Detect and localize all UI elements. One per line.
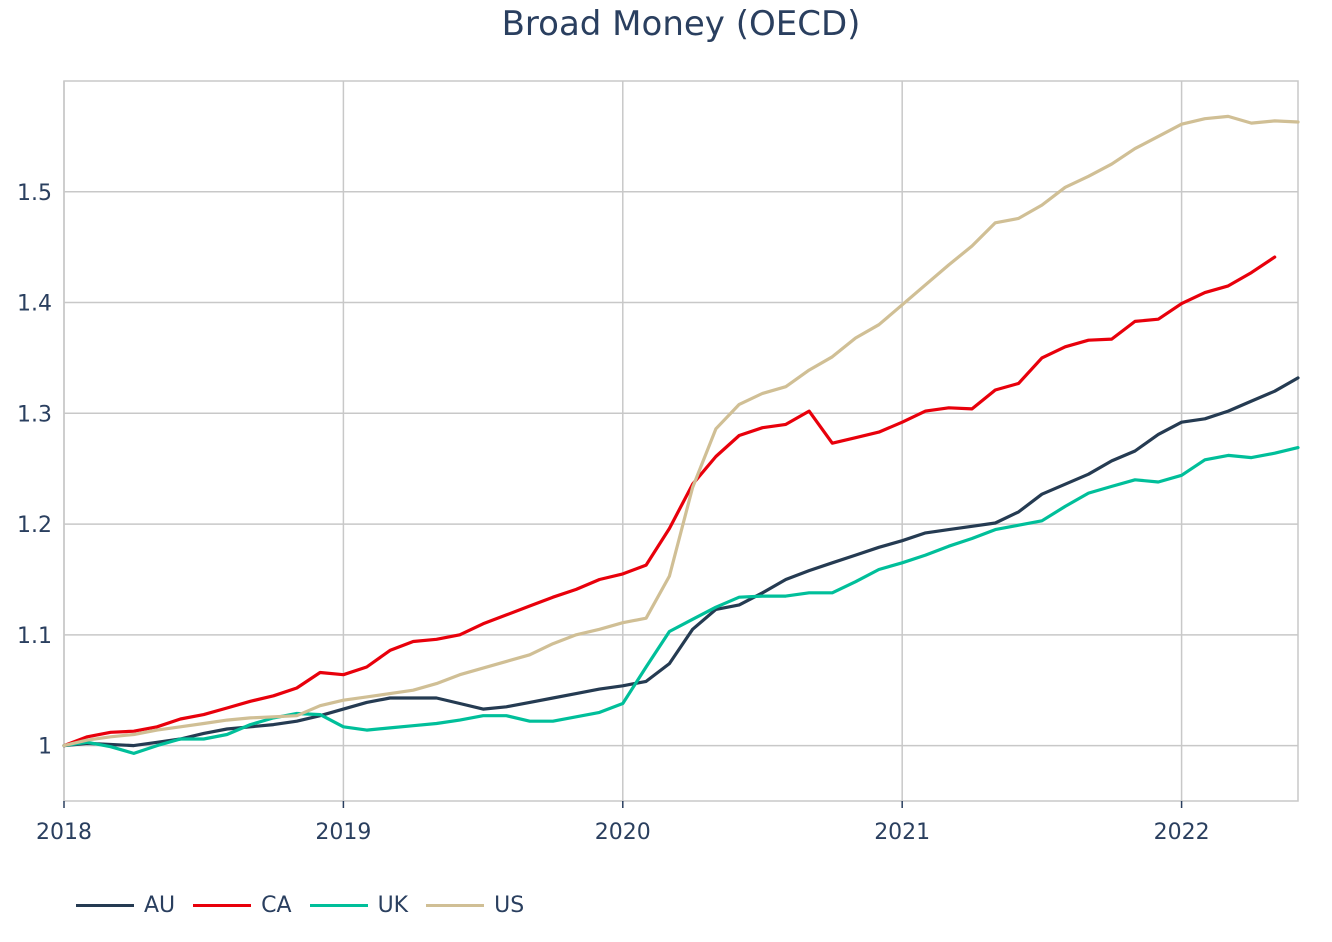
y-tick-label: 1.1 [17, 624, 52, 649]
legend-item-au[interactable]: AU [76, 893, 175, 918]
y-tick-label: 1.2 [17, 513, 52, 538]
x-tick-label: 2018 [36, 820, 92, 845]
legend-swatch [193, 904, 252, 907]
legend-label: AU [144, 893, 176, 918]
series-lines [62, 114, 1300, 755]
gridlines [63, 81, 1298, 801]
x-tick-label: 2020 [595, 820, 651, 845]
legend-label: CA [261, 893, 292, 918]
series-line-us [62, 114, 1300, 748]
y-tick-label: 1 [38, 735, 52, 760]
y-tick-label: 1.3 [17, 402, 52, 427]
legend-item-us[interactable]: US [426, 893, 524, 918]
legend-swatch [426, 904, 485, 907]
y-tick-label: 1.5 [17, 181, 52, 206]
legend: AU CA UK US [76, 893, 542, 918]
legend-swatch [76, 904, 134, 907]
line-chart: 1 1.1 1.2 1.3 1.4 1.5 2018 2019 2020 2021 2022 [17, 80, 1300, 845]
x-tick-label: 2019 [315, 820, 371, 845]
y-tick-label: 1.4 [17, 292, 52, 317]
chart-title: Broad Money (OECD) [501, 4, 861, 44]
legend-label: UK [377, 893, 409, 918]
legend-swatch [309, 904, 368, 907]
series-line-uk [62, 446, 1300, 755]
legend-label: US [494, 893, 525, 918]
legend-item-ca[interactable]: CA [193, 893, 292, 918]
x-tick-label: 2022 [1154, 820, 1210, 845]
series-line-au [62, 376, 1300, 748]
plot-area [63, 80, 1299, 802]
legend-item-uk[interactable]: UK [309, 893, 409, 918]
x-tick-label: 2021 [874, 820, 930, 845]
series-line-ca [62, 255, 1277, 748]
x-axis-ticks: 2018 2019 2020 2021 2022 [36, 801, 1210, 845]
y-axis-ticks: 1 1.1 1.2 1.3 1.4 1.5 [17, 181, 52, 760]
